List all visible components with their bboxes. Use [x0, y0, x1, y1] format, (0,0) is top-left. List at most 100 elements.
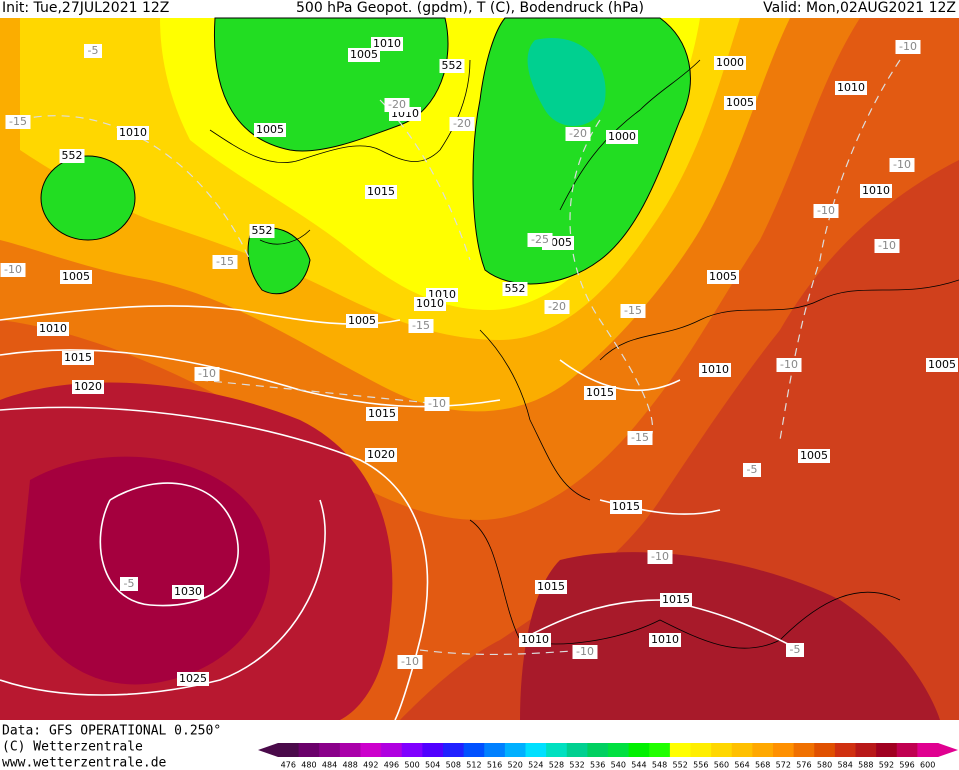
colorbar-label: 568 — [755, 761, 770, 770]
footer-data: Data: GFS OPERATIONAL 0.250° — [2, 724, 221, 739]
colorbar-swatch — [834, 743, 856, 757]
colorbar-swatch — [463, 743, 485, 757]
temperature-label: -15 — [624, 304, 642, 317]
temperature-label: -25 — [531, 233, 549, 246]
colorbar-swatch — [504, 743, 526, 757]
temperature-label-box — [813, 204, 839, 218]
colorbar-label: 532 — [569, 761, 584, 770]
low-south-greenland — [247, 227, 311, 295]
pressure-label-box — [439, 59, 465, 73]
colorbar-label: 536 — [590, 761, 605, 770]
colorbar-swatch — [917, 743, 939, 757]
pressure-label-box — [366, 407, 398, 421]
coastlines — [209, 59, 959, 649]
pressure-label: 1010 — [651, 633, 679, 646]
valid-text: Valid: Mon,02AUG2021 12Z — [763, 0, 956, 16]
pressure-label-box — [519, 633, 551, 647]
colorbar-label: 596 — [899, 761, 914, 770]
colorbar-label: 540 — [611, 761, 626, 770]
pressure-label-box — [584, 386, 616, 400]
colorbar-label: 480 — [301, 761, 316, 770]
pressure-label: 1015 — [368, 407, 396, 420]
pressure-label: 1015 — [662, 593, 690, 606]
temperature-label: -20 — [453, 117, 471, 130]
temperature-label: -10 — [428, 397, 446, 410]
colorbar-label: 500 — [404, 761, 419, 770]
pressure-label: 1005 — [709, 270, 737, 283]
temperature-label-box — [544, 300, 570, 314]
pressure-label-box — [835, 81, 867, 95]
pressure-label-box — [117, 126, 149, 140]
temperature-label: -10 — [780, 358, 798, 371]
temperature-label: -10 — [893, 158, 911, 171]
footer-url: www.wetterzentrale.de — [2, 756, 167, 770]
colorbar-swatch — [690, 743, 712, 757]
pressure-label: 1000 — [608, 130, 636, 143]
colorbar-swatch — [896, 743, 918, 757]
colorbar-label: 584 — [838, 761, 853, 770]
temperature-label-box — [424, 397, 450, 411]
pressure-label-box — [254, 123, 286, 137]
contour-labels: 1010100555210101005101055210155521005101… — [0, 37, 958, 686]
pressure-label: 1015 — [537, 580, 565, 593]
pressure-label: 1010 — [862, 184, 890, 197]
pressure-label-box — [365, 448, 397, 462]
colorbar-arrow-right — [938, 743, 958, 757]
colorbar-label: 588 — [858, 761, 873, 770]
colorbar-label: 576 — [796, 761, 811, 770]
pressure-label-box — [177, 672, 209, 686]
pressure-label-box — [60, 270, 92, 284]
colorbar-label: 520 — [508, 761, 523, 770]
temperature-label: -15 — [216, 255, 234, 268]
pressure-label: 1020 — [74, 380, 102, 393]
colorbar-swatch — [731, 743, 753, 757]
colorbar-swatch — [381, 743, 403, 757]
temperature-label-box — [776, 358, 802, 372]
colorbar-swatch — [401, 743, 423, 757]
colorbar-label: 580 — [817, 761, 832, 770]
colorbar-label: 572 — [776, 761, 791, 770]
temperature-label-box — [647, 550, 673, 564]
pressure-label: 1005 — [726, 96, 754, 109]
temperature-label: -20 — [569, 127, 587, 140]
pressure-label: 1010 — [119, 126, 147, 139]
pressure-label-box — [365, 185, 397, 199]
pressure-label-box — [926, 358, 958, 372]
low-scandinavia — [472, 17, 691, 285]
temperature-label-box — [874, 239, 900, 253]
temperature-label-box — [408, 319, 434, 333]
pressure-label-box — [172, 585, 204, 599]
pressure-label-box — [660, 593, 692, 607]
temperature-label: -10 — [817, 204, 835, 217]
temperature-label: -20 — [548, 300, 566, 313]
pressure-label: 1010 — [701, 363, 729, 376]
pressure-label-box — [699, 363, 731, 377]
colorbar-swatch — [566, 743, 588, 757]
pressure-label: 1005 — [348, 314, 376, 327]
colorbar-label: 600 — [920, 761, 935, 770]
colorbar-swatch — [587, 743, 609, 757]
high-core — [20, 456, 270, 685]
pressure-label-box — [535, 580, 567, 594]
pressure-label-box — [59, 149, 85, 163]
colorbar-label: 560 — [714, 761, 729, 770]
pressure-label: 1010 — [416, 297, 444, 310]
pressure-label: 552 — [505, 282, 526, 295]
colorbar-swatch — [711, 743, 733, 757]
low-west — [40, 155, 136, 241]
temperature-label: -15 — [412, 319, 430, 332]
temperature-label-box — [572, 645, 598, 659]
pressure-label-box — [414, 297, 446, 311]
temperature-label: -10 — [878, 239, 896, 252]
map-title: 500 hPa Geopot. (gpdm), T (C), Bodendruc… — [296, 0, 644, 16]
pressure-label: 552 — [252, 224, 273, 237]
pressure-label-box — [346, 314, 378, 328]
colorbar-swatch — [360, 743, 382, 757]
colorbar-label: 544 — [631, 761, 646, 770]
temperature-label: -10 — [899, 40, 917, 53]
pressure-label: 1005 — [928, 358, 956, 371]
pressure-label: 1015 — [586, 386, 614, 399]
pressure-label: 1015 — [367, 185, 395, 198]
colorbar-label: 492 — [363, 761, 378, 770]
